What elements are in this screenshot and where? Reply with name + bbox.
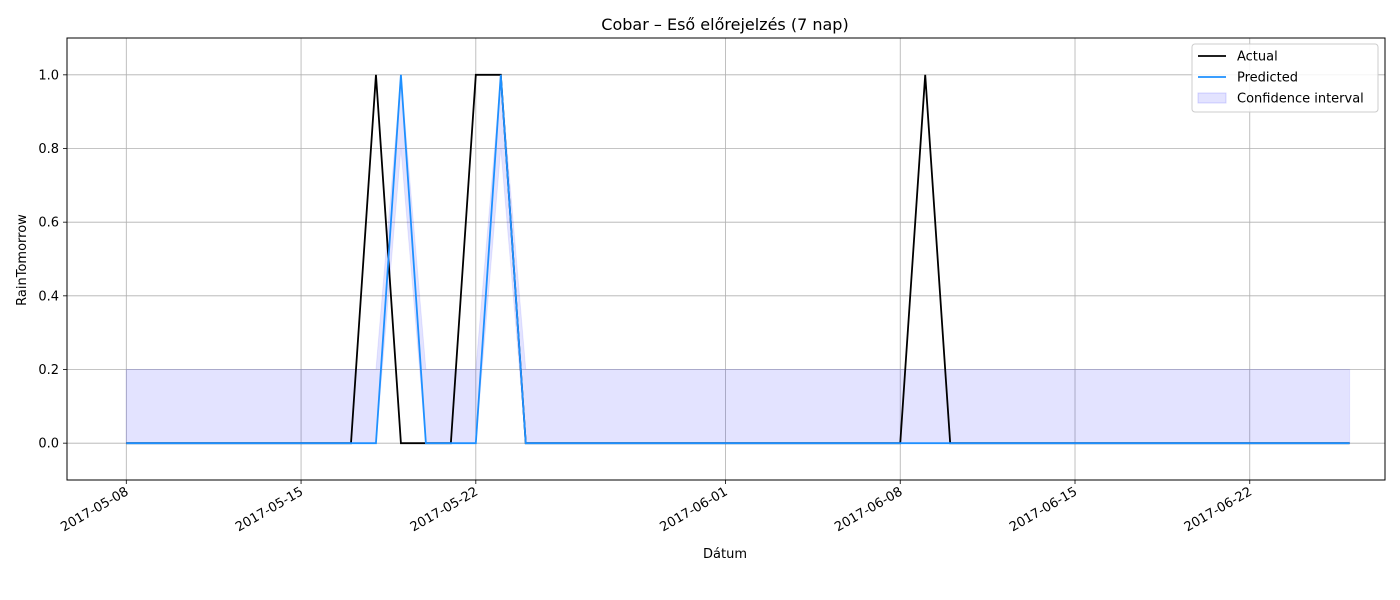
x-tick-label: 2017-05-15 [233,484,306,535]
legend-label-predicted: Predicted [1237,71,1298,86]
x-tick-label: 2017-06-08 [832,484,905,535]
x-tick-label: 2017-06-22 [1182,484,1255,535]
x-tick-label: 2017-05-22 [408,484,481,535]
grid-layer [67,38,1385,480]
confidence-interval-band [125,74,1351,444]
y-tick-label: 0.8 [38,142,59,157]
x-tick-label: 2017-06-15 [1007,484,1080,535]
plot-frame [66,37,1386,481]
ticks-layer: 2017-05-08 2017-05-15 2017-05-22 2017-06-01… [38,68,1254,535]
y-tick-label: 0.6 [38,216,59,231]
chart-title: Cobar – Eső előrejelzés (7 nap) [601,15,848,34]
y-tick-label: 0.2 [38,363,59,378]
series-layer [126,73,1350,445]
y-tick-label: 0.0 [38,437,59,452]
legend-label-actual: Actual [1237,50,1278,65]
legend-box [1191,43,1379,113]
x-tick-label: 2017-05-08 [58,484,131,535]
y-axis-title: RainTomorrow [15,214,30,306]
x-axis-title: Dátum [703,547,747,562]
axes-layer [66,37,1386,481]
predicted-series-line [126,74,1350,445]
confidence-band-layer [125,74,1351,444]
y-tick-label: 1.0 [38,68,59,83]
y-tick-label: 0.4 [38,289,59,304]
legend: Actual Predicted Confidence interval [1191,43,1379,113]
actual-series-line [126,73,1350,445]
x-tick-label: 2017-06-01 [658,484,731,535]
legend-swatch-confidence-interval [1197,92,1227,104]
legend-label-confidence-interval: Confidence interval [1237,92,1364,107]
